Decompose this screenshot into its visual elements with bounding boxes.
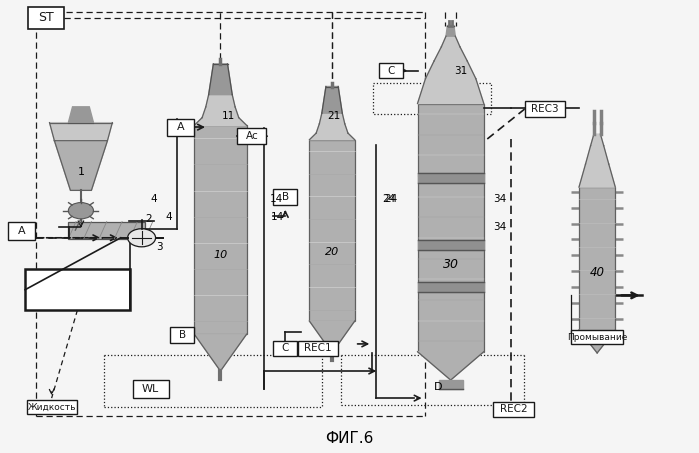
- Text: C: C: [388, 66, 395, 76]
- Bar: [417, 104, 484, 352]
- Bar: [25, 270, 130, 310]
- Text: REC1: REC1: [304, 343, 332, 353]
- FancyBboxPatch shape: [8, 222, 35, 240]
- FancyBboxPatch shape: [380, 63, 403, 78]
- Text: Ac: Ac: [245, 131, 258, 141]
- Polygon shape: [50, 123, 113, 141]
- Text: 14: 14: [271, 212, 284, 222]
- FancyBboxPatch shape: [28, 7, 64, 29]
- Text: 14: 14: [270, 194, 283, 204]
- Text: A: A: [17, 226, 25, 236]
- Polygon shape: [55, 141, 108, 190]
- Text: B: B: [178, 330, 186, 340]
- Text: Промывание: Промывание: [567, 333, 627, 342]
- Polygon shape: [426, 61, 476, 79]
- Text: 24: 24: [384, 194, 398, 204]
- Text: A: A: [177, 122, 185, 132]
- Text: ST: ST: [38, 11, 54, 24]
- Polygon shape: [417, 240, 484, 250]
- Text: 24: 24: [382, 194, 396, 204]
- Polygon shape: [579, 330, 615, 353]
- Text: 11: 11: [222, 111, 236, 121]
- FancyBboxPatch shape: [298, 341, 338, 356]
- Text: C: C: [282, 343, 289, 353]
- Bar: [194, 125, 247, 334]
- Polygon shape: [579, 164, 615, 187]
- Polygon shape: [194, 334, 247, 371]
- FancyBboxPatch shape: [133, 381, 169, 398]
- Text: 34: 34: [493, 222, 507, 231]
- Bar: [69, 222, 145, 239]
- Polygon shape: [319, 113, 345, 124]
- Polygon shape: [322, 87, 343, 113]
- Text: 40: 40: [590, 266, 605, 280]
- Bar: [579, 187, 615, 330]
- Text: 10: 10: [213, 250, 228, 260]
- Text: 3: 3: [156, 242, 162, 252]
- Bar: [310, 140, 354, 321]
- FancyBboxPatch shape: [493, 402, 533, 417]
- Polygon shape: [439, 380, 463, 389]
- Polygon shape: [206, 95, 235, 107]
- Polygon shape: [310, 321, 354, 353]
- FancyBboxPatch shape: [525, 101, 565, 117]
- Text: 2: 2: [145, 214, 152, 224]
- Circle shape: [69, 202, 94, 219]
- Polygon shape: [591, 134, 604, 146]
- Polygon shape: [202, 107, 239, 118]
- Polygon shape: [441, 36, 460, 47]
- Text: Жидкость: Жидкость: [27, 403, 76, 412]
- FancyBboxPatch shape: [171, 327, 194, 342]
- Polygon shape: [446, 25, 455, 36]
- Polygon shape: [434, 47, 467, 61]
- FancyBboxPatch shape: [273, 189, 297, 205]
- Text: 20: 20: [325, 247, 339, 257]
- FancyBboxPatch shape: [168, 119, 194, 136]
- Text: WL: WL: [142, 384, 159, 394]
- Polygon shape: [417, 282, 484, 292]
- Text: 30: 30: [442, 258, 459, 271]
- Polygon shape: [194, 118, 247, 125]
- Text: ФИГ.6: ФИГ.6: [325, 431, 374, 446]
- Polygon shape: [586, 146, 609, 164]
- Polygon shape: [209, 64, 232, 95]
- Polygon shape: [417, 352, 484, 380]
- Text: REC3: REC3: [531, 104, 559, 114]
- FancyBboxPatch shape: [571, 330, 624, 344]
- FancyBboxPatch shape: [27, 400, 77, 414]
- Text: 31: 31: [454, 66, 468, 76]
- Text: 34: 34: [493, 194, 506, 204]
- Text: D: D: [434, 382, 442, 392]
- Polygon shape: [417, 79, 484, 104]
- Polygon shape: [316, 124, 348, 133]
- FancyBboxPatch shape: [273, 341, 297, 356]
- Text: REC2: REC2: [500, 405, 527, 414]
- Text: 21: 21: [327, 111, 340, 121]
- Text: 4: 4: [165, 212, 172, 222]
- FancyBboxPatch shape: [237, 128, 266, 145]
- Circle shape: [128, 229, 156, 247]
- Text: 4: 4: [151, 194, 157, 204]
- Text: B: B: [282, 192, 289, 202]
- Polygon shape: [69, 107, 94, 123]
- Text: 1: 1: [78, 167, 85, 177]
- Polygon shape: [417, 173, 484, 183]
- Polygon shape: [310, 133, 354, 140]
